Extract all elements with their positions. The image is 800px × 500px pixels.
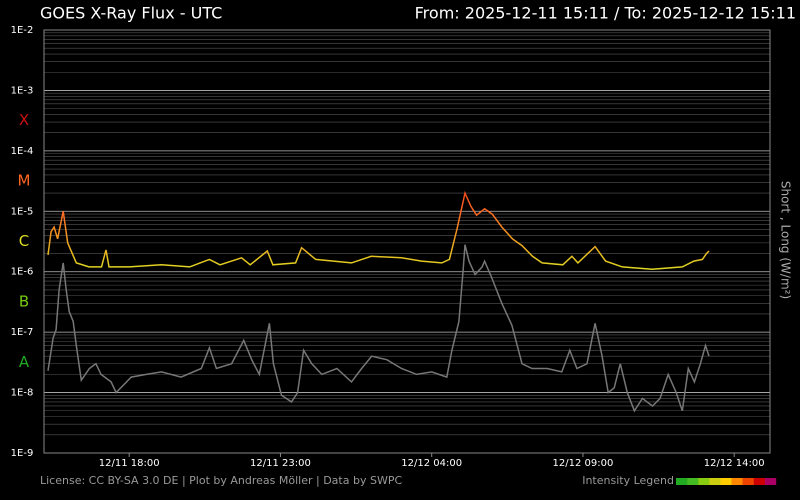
class-label: M: [18, 172, 31, 190]
y-tick-label: 1E-2: [11, 25, 34, 36]
x-tick-label: 12/12 14:00: [704, 458, 765, 469]
intensity-swatch: [764, 478, 777, 485]
plot-frame: [43, 29, 771, 454]
intensity-swatch: [687, 478, 699, 485]
y-tick-label: 1E-4: [11, 146, 34, 157]
class-label: X: [19, 111, 29, 129]
class-label: A: [19, 353, 30, 371]
y-tick-label: 1E-9: [11, 448, 34, 459]
x-tick-label: 12/12 04:00: [401, 458, 462, 469]
x-tick-label: 12/11 18:00: [99, 458, 160, 469]
time-range: From: 2025-12-11 15:11 / To: 2025-12-12 …: [415, 4, 796, 23]
intensity-legend-label: Intensity Legend: [582, 474, 674, 487]
y-tick-label: 1E-7: [11, 327, 34, 338]
y-tick-label: 1E-5: [11, 206, 34, 217]
y-tick-label: 1E-6: [11, 267, 34, 278]
y-tick-label: 1E-3: [11, 85, 34, 96]
class-label: C: [19, 232, 29, 250]
class-label: B: [19, 292, 29, 310]
y-tick-label: 1E-8: [11, 388, 34, 399]
series-line: [47, 244, 710, 413]
intensity-swatch: [753, 478, 766, 485]
intensity-swatch: [709, 478, 721, 485]
chart-title: GOES X-Ray Flux - UTC: [40, 4, 222, 23]
intensity-swatch: [731, 478, 743, 485]
series-line: [47, 190, 710, 270]
y-axis-label: Short , Long (W/m²): [779, 181, 793, 299]
x-tick-label: 12/12 09:00: [553, 458, 614, 469]
intensity-swatch: [676, 478, 688, 485]
x-tick-label: 12/11 23:00: [250, 458, 311, 469]
intensity-swatch: [698, 478, 710, 485]
footer: License: CC BY-SA 3.0 DE | Plot by Andre…: [40, 474, 402, 487]
intensity-swatch: [742, 478, 754, 485]
intensity-swatch: [720, 478, 732, 485]
